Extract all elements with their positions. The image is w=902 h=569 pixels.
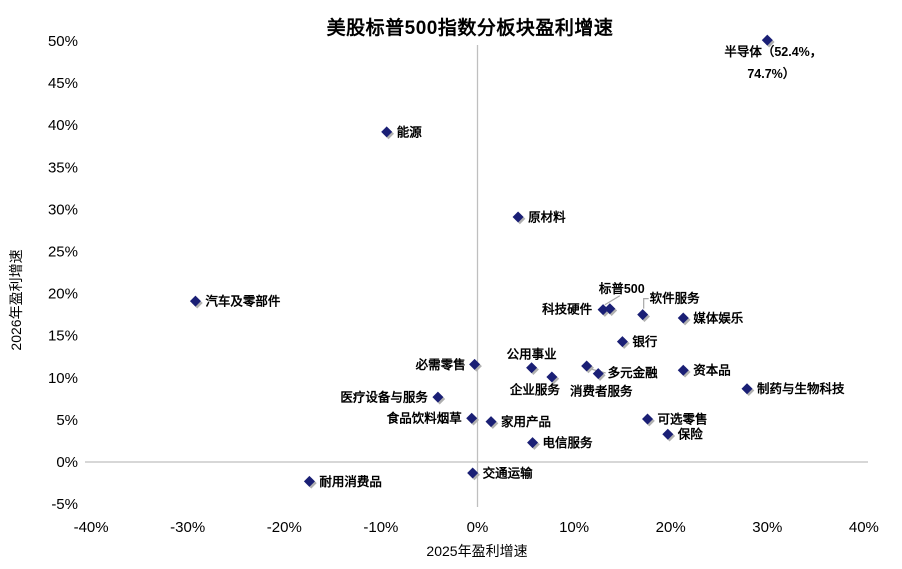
- data-point: [592, 368, 604, 380]
- data-point: [546, 371, 558, 383]
- data-point: [677, 364, 689, 376]
- y-tick-label: 50%: [48, 33, 78, 50]
- x-tick-label: 0%: [467, 519, 489, 536]
- y-tick-label: 40%: [48, 117, 78, 134]
- data-point: [432, 391, 444, 403]
- data-point-label: 能源: [397, 124, 423, 139]
- data-point-label: 保险: [677, 427, 704, 442]
- chart-title: 美股标普500指数分板块盈利增速: [326, 18, 614, 39]
- data-point-label: 科技硬件: [542, 302, 593, 317]
- data-point-label: 标普500: [598, 281, 645, 296]
- data-point-label: 食品饮料烟草: [386, 411, 463, 426]
- data-point: [761, 34, 773, 46]
- data-point-label: 媒体娱乐: [693, 311, 744, 326]
- y-tick-label: 0%: [56, 454, 78, 471]
- data-point-label: 消费者服务: [570, 384, 633, 399]
- data-point-label: 电信服务: [543, 435, 594, 450]
- x-tick-label: -40%: [74, 519, 109, 536]
- y-tick-label: -5%: [51, 496, 78, 513]
- data-point-label: 多元金融: [608, 365, 659, 380]
- data-point-label: 制药与生物科技: [757, 381, 845, 396]
- leader-line: [643, 298, 649, 309]
- y-tick-label: 35%: [48, 159, 78, 176]
- x-tick-label: -20%: [267, 519, 302, 536]
- data-point-label: 可选零售: [658, 412, 708, 427]
- data-point: [189, 295, 201, 307]
- data-point-label: 交通运输: [483, 465, 534, 480]
- y-tick-label: 15%: [48, 328, 78, 345]
- data-point: [381, 126, 393, 138]
- data-point: [662, 428, 674, 440]
- x-tick-label: 30%: [752, 519, 782, 536]
- data-point: [527, 437, 539, 449]
- y-tick-label: 30%: [48, 201, 78, 218]
- data-point: [616, 336, 628, 348]
- data-point: [677, 312, 689, 324]
- data-point-label: 耐用消费品: [319, 474, 382, 489]
- data-point: [467, 467, 479, 479]
- y-tick-label: 5%: [56, 412, 78, 429]
- data-point-label: 企业服务: [509, 382, 561, 397]
- data-point: [526, 362, 538, 374]
- leader-line: [604, 295, 621, 306]
- data-point-label: 原材料: [528, 209, 566, 224]
- data-point: [512, 211, 524, 223]
- y-tick-label: 20%: [48, 286, 78, 303]
- data-point: [642, 413, 654, 425]
- x-tick-label: 20%: [656, 519, 686, 536]
- data-point-label: 公用事业: [507, 347, 558, 362]
- data-point-label: 汽车及零部件: [205, 294, 281, 309]
- data-point: [466, 412, 478, 424]
- data-point: [303, 475, 315, 487]
- x-tick-label: 10%: [559, 519, 589, 536]
- x-axis-title: 2025年盈利增速: [426, 543, 528, 559]
- data-point: [469, 358, 481, 370]
- y-axis-title: 2026年盈利增速: [8, 249, 24, 351]
- data-point: [741, 383, 753, 395]
- data-point-label: 半导体（52.4%， 74.7%）: [724, 44, 822, 81]
- data-point-label: 医疗设备与服务: [340, 390, 428, 405]
- data-point-label: 软件服务: [650, 291, 701, 306]
- data-point: [597, 304, 609, 316]
- data-point: [604, 303, 616, 315]
- y-tick-label: 45%: [48, 75, 78, 92]
- data-point-label: 资本品: [693, 363, 731, 378]
- data-point: [485, 416, 497, 428]
- y-tick-label: 10%: [48, 370, 78, 387]
- y-tick-label: 25%: [48, 244, 78, 261]
- x-tick-label: -30%: [170, 519, 205, 536]
- data-point-label: 家用产品: [501, 414, 551, 429]
- data-point-label: 银行: [632, 334, 658, 349]
- x-tick-label: 40%: [849, 519, 879, 536]
- x-tick-label: -10%: [363, 519, 398, 536]
- data-point: [581, 360, 593, 372]
- data-point: [637, 309, 649, 321]
- data-point-label: 必需零售: [415, 357, 466, 372]
